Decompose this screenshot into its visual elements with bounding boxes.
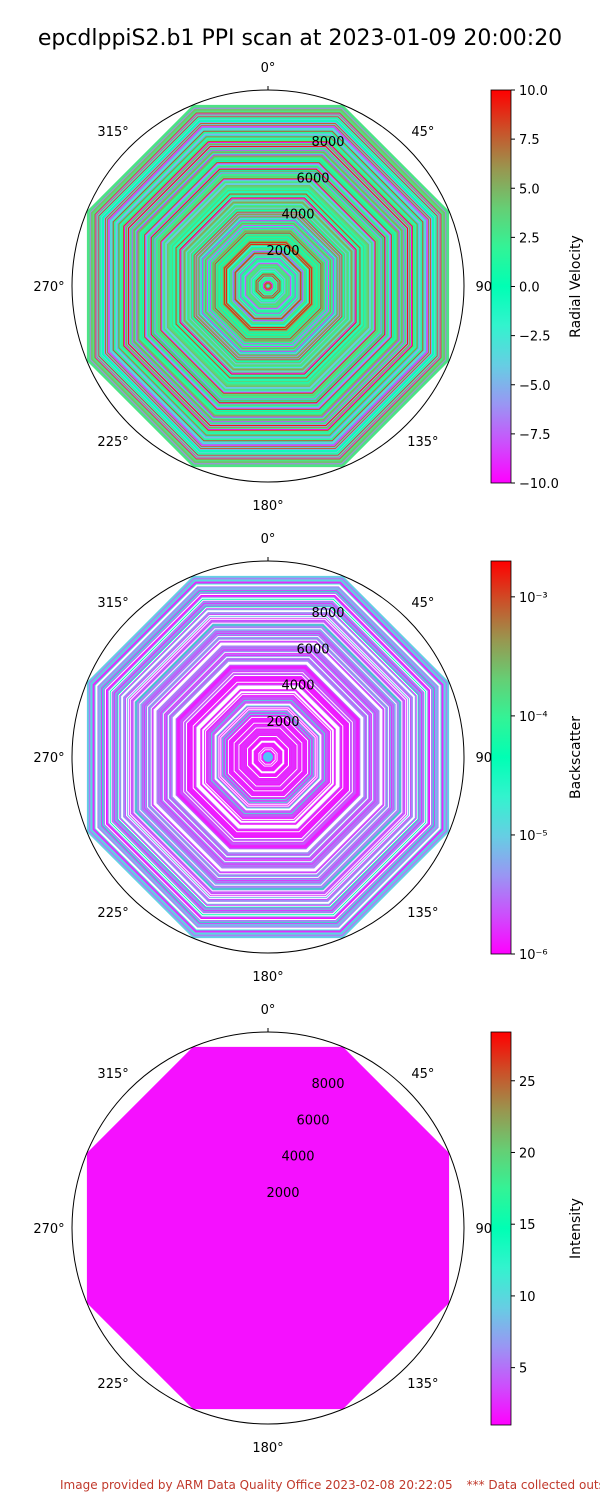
- radial-tick-label: 8000: [311, 606, 344, 621]
- colorbar-tick-label: 0.0: [519, 281, 540, 296]
- colorbar-tick-label: 5: [519, 1362, 527, 1377]
- colorbar-tick-label: 10⁻⁵: [519, 829, 548, 844]
- theta-tick-label: 180°: [252, 1441, 283, 1456]
- data-field: [86, 575, 450, 939]
- theta-tick-label: 225°: [97, 1377, 128, 1392]
- colorbar-tick-label: −10.0: [519, 477, 559, 492]
- theta-tick-label: 0°: [261, 61, 276, 76]
- colorbar-tick-label: 7.5: [519, 133, 540, 148]
- polar-panel-1: 0°45°90°135°180°225°270°315°200040006000…: [33, 61, 584, 514]
- theta-tick-label: 180°: [252, 499, 283, 514]
- colorbar-tick-label: 10⁻⁴: [519, 710, 548, 725]
- colorbar-label: Radial Velocity: [568, 235, 584, 338]
- radial-tick-label: 6000: [296, 642, 329, 657]
- colorbar-tick-label: 25: [519, 1075, 536, 1090]
- theta-tick-label: 315°: [97, 1067, 128, 1082]
- data-field: [86, 104, 450, 468]
- radial-tick-label: 6000: [296, 1113, 329, 1128]
- theta-tick-label: 180°: [252, 970, 283, 985]
- radial-tick-label: 4000: [281, 1150, 314, 1165]
- intensity-field: [86, 1046, 450, 1410]
- theta-tick-label: 135°: [407, 1377, 438, 1392]
- theta-tick-label: 270°: [33, 1222, 64, 1237]
- data-field: [86, 1046, 450, 1410]
- theta-tick-label: 0°: [261, 1003, 276, 1018]
- colorbar: [490, 560, 512, 955]
- theta-tick-label: 315°: [97, 596, 128, 611]
- radial-tick-label: 2000: [266, 1186, 299, 1201]
- colorbar-tick-label: 10.0: [519, 84, 548, 99]
- radial-tick-label: 6000: [296, 171, 329, 186]
- theta-tick-label: 45°: [411, 1067, 434, 1082]
- theta-tick-label: 270°: [33, 751, 64, 766]
- colorbar-tick-label: 10⁻⁶: [519, 948, 548, 963]
- polar-panel-2: 0°45°90°135°180°225°270°315°200040006000…: [33, 532, 584, 985]
- theta-tick-label: 135°: [407, 906, 438, 921]
- range-gate-ring: [267, 285, 269, 287]
- theta-tick-label: 225°: [97, 435, 128, 450]
- colorbar-tick-label: 20: [519, 1147, 536, 1162]
- colorbar-tick-label: −5.0: [519, 379, 551, 394]
- center-return: [263, 752, 273, 762]
- theta-tick-label: 315°: [97, 125, 128, 140]
- figure-title: epcdlppiS2.b1 PPI scan at 2023-01-09 20:…: [37, 26, 563, 51]
- radial-tick-label: 2000: [266, 715, 299, 730]
- radial-tick-label: 4000: [281, 679, 314, 694]
- theta-tick-label: 0°: [261, 532, 276, 547]
- colorbar: [490, 89, 512, 484]
- footer-credit: Image provided by ARM Data Quality Offic…: [60, 1478, 453, 1492]
- radial-tick-label: 8000: [311, 135, 344, 150]
- colorbar-tick-label: −2.5: [519, 330, 551, 345]
- theta-tick-label: 45°: [411, 596, 434, 611]
- polar-panel-3: 0°45°90°135°180°225°270°315°200040006000…: [33, 1003, 584, 1456]
- footer-warning: *** Data collected outside: [466, 1478, 600, 1492]
- footer: Image provided by ARM Data Quality Offic…: [60, 1478, 600, 1492]
- colorbar-tick-label: 2.5: [519, 231, 540, 246]
- theta-tick-label: 270°: [33, 280, 64, 295]
- colorbar-label: Backscatter: [568, 716, 584, 799]
- radial-tick-label: 4000: [281, 208, 314, 223]
- colorbar-tick-label: 10: [519, 1290, 536, 1305]
- theta-tick-label: 225°: [97, 906, 128, 921]
- colorbar-tick-label: −7.5: [519, 428, 551, 443]
- colorbar-tick-label: 10⁻³: [519, 591, 548, 606]
- radial-tick-label: 8000: [311, 1077, 344, 1092]
- theta-tick-label: 135°: [407, 435, 438, 450]
- colorbar-label: Intensity: [568, 1198, 584, 1259]
- colorbar: [490, 1031, 512, 1426]
- theta-tick-label: 45°: [411, 125, 434, 140]
- colorbar-tick-label: 5.0: [519, 182, 540, 197]
- colorbar-tick-label: 15: [519, 1218, 536, 1233]
- radial-tick-label: 2000: [266, 244, 299, 259]
